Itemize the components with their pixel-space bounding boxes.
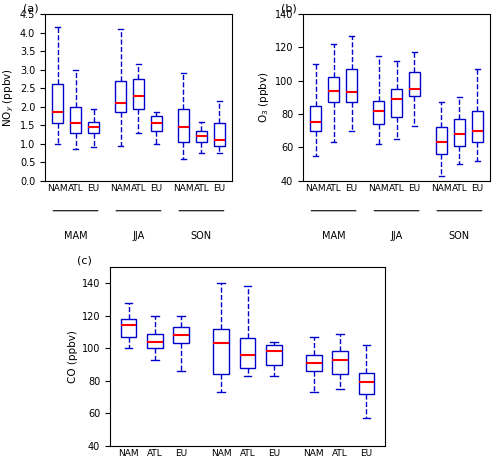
PathPatch shape [214,123,225,145]
PathPatch shape [454,119,465,146]
Text: (c): (c) [77,256,92,266]
PathPatch shape [358,373,374,394]
PathPatch shape [310,106,321,131]
PathPatch shape [409,73,420,96]
PathPatch shape [133,79,144,109]
Text: (a): (a) [22,3,38,13]
PathPatch shape [147,334,163,348]
Text: MAM: MAM [64,231,88,241]
PathPatch shape [213,329,229,374]
PathPatch shape [115,81,126,112]
PathPatch shape [70,107,81,133]
Text: SON: SON [449,231,470,241]
PathPatch shape [306,355,322,371]
PathPatch shape [151,116,162,131]
Text: MAM: MAM [322,231,345,241]
PathPatch shape [174,327,190,343]
PathPatch shape [120,319,136,337]
PathPatch shape [332,352,348,374]
PathPatch shape [391,89,402,118]
PathPatch shape [346,69,357,102]
PathPatch shape [436,127,447,154]
Text: JJA: JJA [390,231,402,241]
Text: JJA: JJA [132,231,144,241]
Text: SON: SON [191,231,212,241]
Y-axis label: CO (ppbv): CO (ppbv) [68,330,78,383]
PathPatch shape [88,121,99,133]
Text: (b): (b) [280,3,296,13]
PathPatch shape [472,111,483,143]
PathPatch shape [328,77,339,102]
PathPatch shape [178,109,189,142]
PathPatch shape [373,101,384,124]
Y-axis label: O$_3$ (ppbv): O$_3$ (ppbv) [256,72,270,123]
PathPatch shape [52,84,63,123]
Y-axis label: NO$_y$ (ppbv): NO$_y$ (ppbv) [1,68,15,127]
PathPatch shape [240,338,256,368]
PathPatch shape [196,131,207,142]
PathPatch shape [266,345,282,364]
